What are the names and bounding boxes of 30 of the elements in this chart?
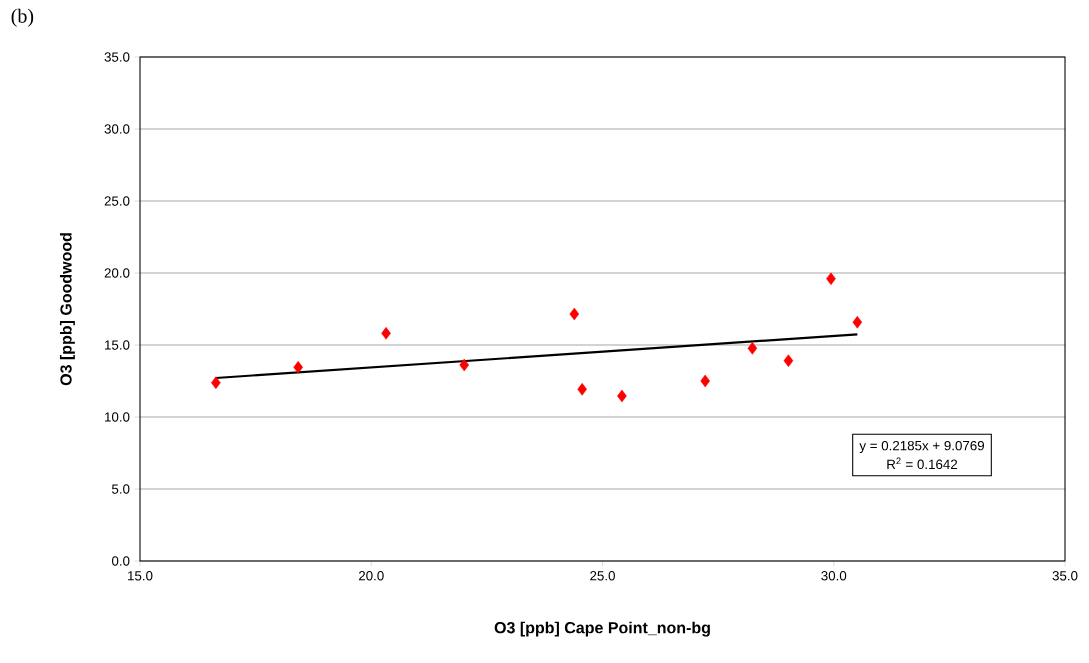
x-tick-label: 20.0 <box>358 571 384 581</box>
y-tick-label: 10.0 <box>105 412 130 422</box>
point <box>569 307 580 321</box>
y-tick-label: 5.0 <box>111 484 130 494</box>
x-axis-title: O3 [ppb] Cape Point_non-bg <box>494 621 710 637</box>
point <box>747 342 758 355</box>
point <box>783 354 794 367</box>
point <box>852 315 863 329</box>
point <box>211 376 221 389</box>
y-tick-label: 35.0 <box>104 52 130 62</box>
point <box>293 361 303 374</box>
point <box>459 358 469 372</box>
x-tick-label: 35.0 <box>1052 571 1078 581</box>
annotation: R$^{2}$ = 0.1642 <box>887 457 958 470</box>
y-tick-label: 30.0 <box>104 124 130 134</box>
y-tick-label: 25.0 <box>104 196 130 206</box>
point <box>577 383 587 396</box>
x-tick-label: 25.0 <box>590 571 615 581</box>
point <box>617 389 627 403</box>
point <box>700 374 710 388</box>
x-tick-label: 30.0 <box>821 571 847 581</box>
y-tick-label: 20.0 <box>104 268 130 278</box>
annotation: y = 0.2185x + 9.0769 <box>859 440 985 453</box>
y-axis-title: O3 [ppb] Goodwood <box>59 233 75 386</box>
x-tick-label: 15.0 <box>128 571 153 581</box>
y-tick-label: 0.0 <box>111 556 130 566</box>
y-tick-label: 15.0 <box>105 340 130 350</box>
text: (b) <box>11 8 34 27</box>
point <box>381 327 391 340</box>
point <box>826 272 836 286</box>
